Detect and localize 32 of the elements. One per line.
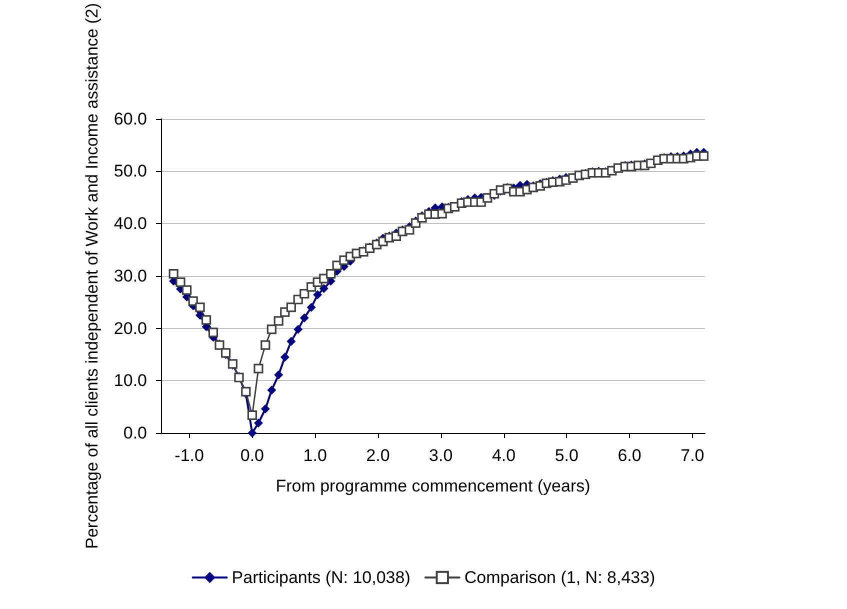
point	[254, 418, 263, 428]
point	[248, 428, 257, 438]
y-tick-label: 40.0	[114, 214, 147, 234]
x-tick-label: 6.0	[618, 446, 642, 465]
point	[306, 302, 316, 312]
y-tick-label: 30.0	[114, 266, 147, 286]
point	[274, 370, 284, 380]
x-tick-label: 7.0	[680, 446, 704, 465]
point	[267, 386, 276, 395]
x-tick-label: 4.0	[492, 446, 516, 465]
point	[280, 352, 290, 362]
y-tick-label: 10.0	[114, 371, 147, 390]
y-tick-label: 0.0	[123, 424, 147, 442]
x-tick-label: 3.0	[429, 446, 453, 465]
x-tick-label: 5.0	[554, 446, 578, 465]
x-tick-label: 2.0	[366, 446, 390, 465]
y-tick-label: 20.0	[114, 318, 147, 338]
point	[319, 284, 328, 294]
point	[286, 336, 296, 346]
x-tick-label: -1.0	[174, 446, 204, 465]
point	[313, 290, 322, 300]
point	[294, 324, 303, 334]
y-tick-label: 60.0	[114, 109, 147, 128]
y-axis-title: Percentage of all clients independent of Work and Income assistance (2)	[82, 2, 102, 549]
y-tick-label: 50.0	[114, 162, 147, 181]
x-axis-title: From programme commencement (years)	[276, 476, 590, 496]
legend-label: Participants (N: 10,038)	[232, 568, 410, 587]
x-tick-label: 0.0	[240, 446, 264, 465]
point	[300, 313, 309, 322]
x-tick-label: 1.0	[303, 446, 327, 465]
legend-label: Comparison (1, N: 8,433)	[464, 568, 656, 587]
point	[260, 404, 270, 414]
